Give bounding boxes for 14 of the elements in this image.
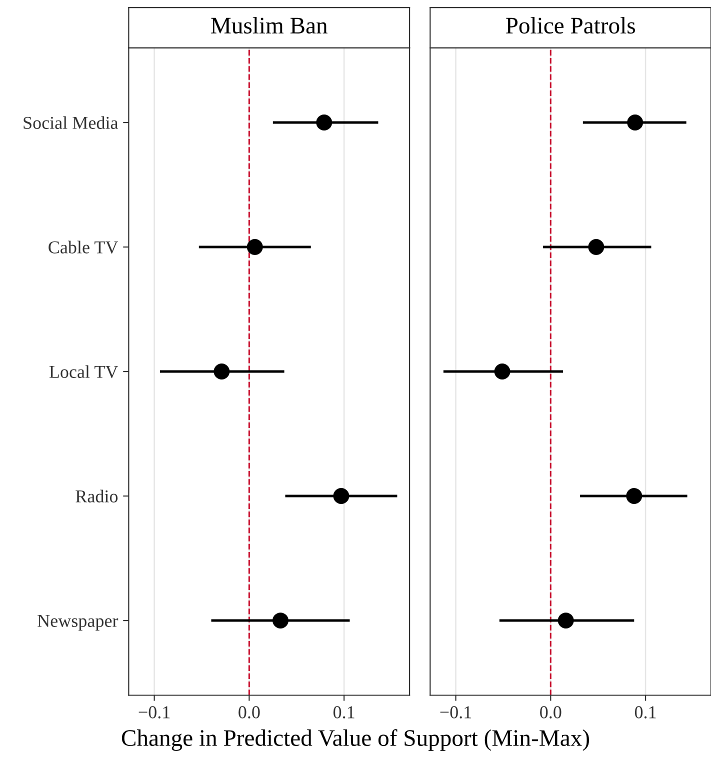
- x-tick-label: 0.0: [238, 706, 260, 718]
- x-tick-label: 0.0: [540, 706, 562, 718]
- y-tick-label: Local TV: [49, 365, 118, 378]
- chart-title: Police Patrols: [506, 16, 635, 34]
- y-tick-label: Radio: [76, 490, 118, 502]
- x-tick-label: 0.1: [634, 706, 656, 718]
- x-tick-label: 0.1: [333, 706, 354, 718]
- x-tick-label: −0.1: [138, 706, 170, 718]
- y-tick-label: Newspaper: [38, 614, 118, 631]
- chart-title: Muslim Ban: [211, 16, 328, 34]
- y-tick-label: Social Media: [24, 116, 118, 129]
- y-tick-label: Cable TV: [48, 240, 118, 254]
- x-tick-label: −0.1: [440, 706, 472, 718]
- x-axis-title: Change in Predicted Value of Support (Min-Max): [122, 729, 589, 751]
